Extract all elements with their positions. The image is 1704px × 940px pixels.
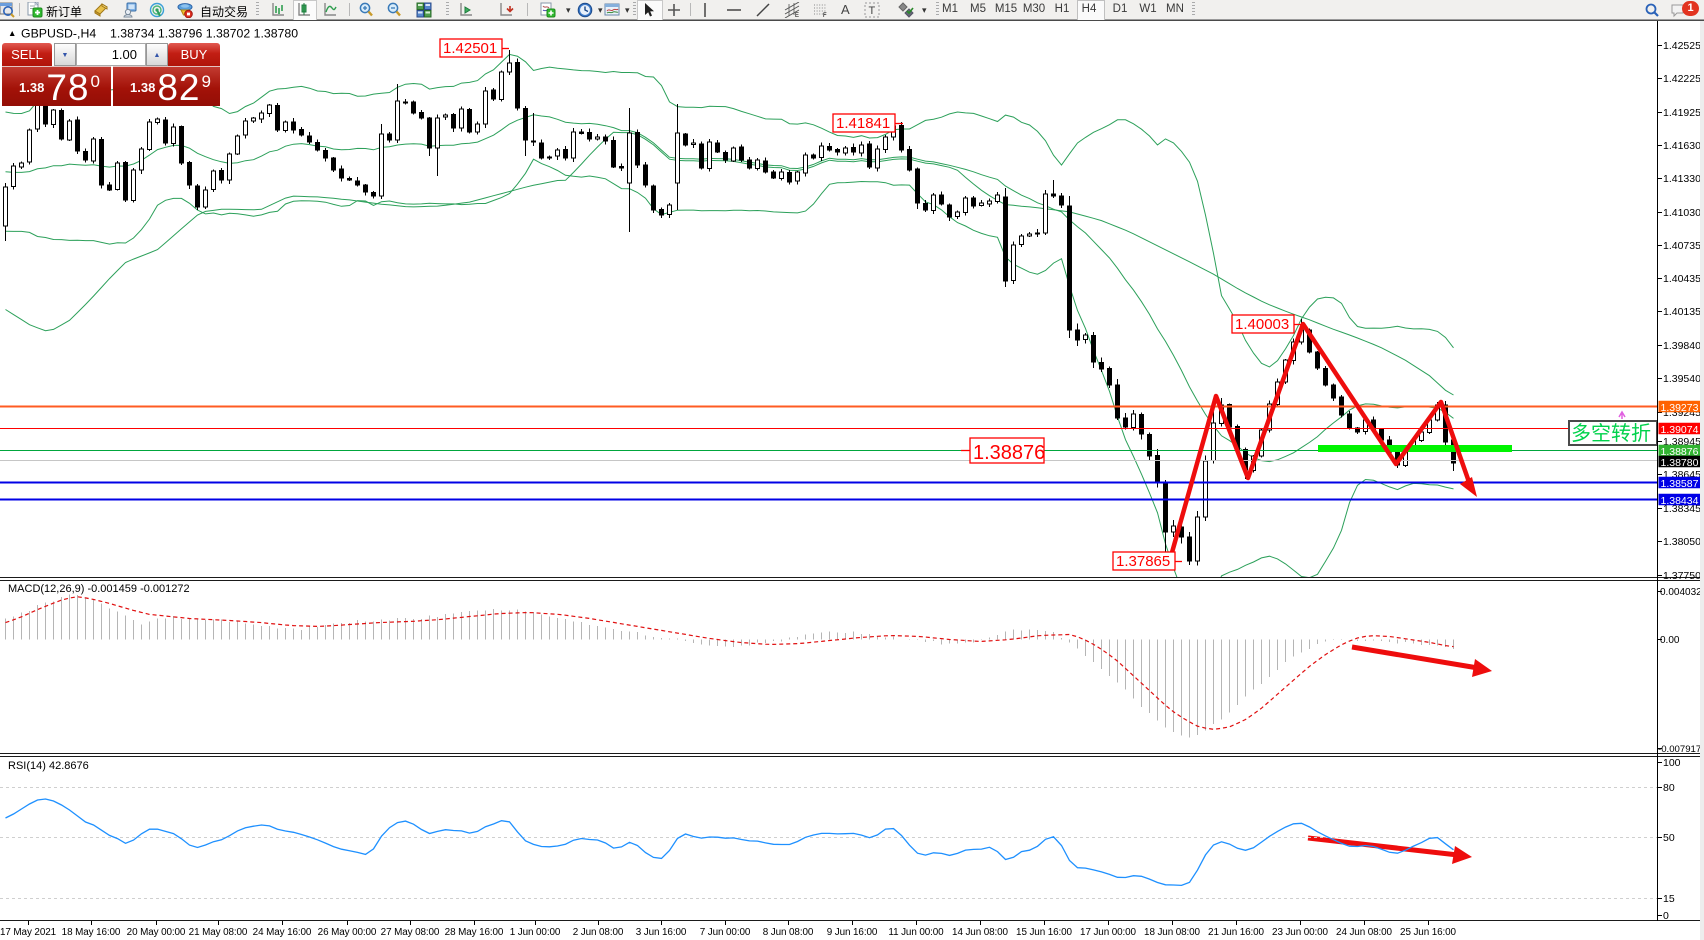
svg-text:1.40735: 1.40735 (1663, 240, 1701, 252)
svg-text:GBPUSD-,H4: GBPUSD-,H4 (21, 27, 96, 41)
svg-text:21 May 08:00: 21 May 08:00 (189, 927, 248, 938)
svg-text:1.39074: 1.39074 (1661, 424, 1699, 436)
svg-text:1.38780: 1.38780 (1661, 457, 1699, 469)
svg-text:1.38734 1.38796 1.38702 1.3878: 1.38734 1.38796 1.38702 1.38780 (110, 27, 298, 41)
svg-text:1.38434: 1.38434 (1661, 495, 1699, 507)
svg-text:28 May 16:00: 28 May 16:00 (445, 927, 504, 938)
svg-text:80: 80 (1663, 782, 1675, 794)
svg-text:E: E (795, 13, 799, 18)
svg-text:11 Jun 00:00: 11 Jun 00:00 (888, 927, 944, 938)
svg-text:18 Jun 08:00: 18 Jun 08:00 (1144, 927, 1201, 938)
svg-text:9 Jun 16:00: 9 Jun 16:00 (827, 927, 878, 938)
svg-text:1.41030: 1.41030 (1663, 207, 1701, 219)
svg-text:0.00: 0.00 (1660, 635, 1680, 646)
svg-text:27 May 08:00: 27 May 08:00 (381, 927, 440, 938)
svg-text:2 Jun 08:00: 2 Jun 08:00 (573, 927, 624, 938)
svg-text:25 Jun 16:00: 25 Jun 16:00 (1400, 927, 1457, 938)
svg-text:24 May 16:00: 24 May 16:00 (253, 927, 312, 938)
svg-text:F: F (823, 13, 827, 18)
svg-text:1.40135: 1.40135 (1663, 306, 1701, 318)
svg-text:MACD(12,26,9) -0.001459 -0.001: MACD(12,26,9) -0.001459 -0.001272 (8, 583, 190, 595)
svg-text:21 Jun 16:00: 21 Jun 16:00 (1208, 927, 1265, 938)
svg-text:14 Jun 08:00: 14 Jun 08:00 (952, 927, 1009, 938)
svg-text:20 May 00:00: 20 May 00:00 (127, 927, 186, 938)
svg-text:1.41330: 1.41330 (1663, 173, 1701, 185)
svg-text:1.38876: 1.38876 (973, 442, 1045, 464)
svg-text:24 Jun 08:00: 24 Jun 08:00 (1336, 927, 1393, 938)
svg-text:T: T (869, 5, 876, 17)
svg-text:多空转折: 多空转折 (1571, 422, 1651, 445)
svg-text:1.42525: 1.42525 (1663, 40, 1701, 52)
svg-text:1.39840: 1.39840 (1663, 340, 1701, 352)
svg-text:15: 15 (1663, 893, 1675, 905)
svg-text:1.41841: 1.41841 (836, 115, 890, 132)
svg-text:8 Jun 08:00: 8 Jun 08:00 (763, 927, 814, 938)
svg-text:▲: ▲ (8, 28, 16, 38)
svg-text:50: 50 (1663, 832, 1675, 844)
svg-text:0: 0 (1663, 910, 1669, 922)
svg-text:1.42225: 1.42225 (1663, 73, 1701, 85)
svg-text:1.40435: 1.40435 (1663, 273, 1701, 285)
svg-text:0.004032: 0.004032 (1660, 587, 1702, 598)
svg-text:17 Jun 00:00: 17 Jun 00:00 (1080, 927, 1137, 938)
svg-text:17 May 2021: 17 May 2021 (0, 927, 57, 938)
svg-text:1.38587: 1.38587 (1661, 478, 1699, 490)
svg-text:1 Jun 00:00: 1 Jun 00:00 (510, 927, 561, 938)
svg-text:1.37750: 1.37750 (1663, 570, 1701, 582)
svg-text:1.40003: 1.40003 (1235, 316, 1289, 333)
svg-text:23 Jun 00:00: 23 Jun 00:00 (1272, 927, 1329, 938)
svg-text:1.41925: 1.41925 (1663, 107, 1701, 119)
svg-text:1.37865: 1.37865 (1116, 553, 1170, 570)
svg-text:1.38876: 1.38876 (1661, 446, 1699, 458)
svg-text:1.38050: 1.38050 (1663, 536, 1701, 548)
svg-text:18 May 16:00: 18 May 16:00 (62, 927, 121, 938)
svg-text:26 May 00:00: 26 May 00:00 (318, 927, 377, 938)
svg-text:1.39540: 1.39540 (1663, 373, 1701, 385)
svg-text:1.41630: 1.41630 (1663, 140, 1701, 152)
svg-text:100: 100 (1663, 757, 1681, 769)
svg-text:RSI(14) 42.8676: RSI(14) 42.8676 (8, 760, 89, 772)
svg-text:1.42501: 1.42501 (443, 40, 497, 57)
svg-text:15 Jun 16:00: 15 Jun 16:00 (1016, 927, 1073, 938)
svg-text:1.38345: 1.38345 (1663, 503, 1701, 515)
svg-text:-0.007917: -0.007917 (1658, 744, 1701, 755)
svg-text:1.39273: 1.39273 (1661, 402, 1699, 414)
svg-text:7 Jun 00:00: 7 Jun 00:00 (700, 927, 751, 938)
svg-text:3 Jun 16:00: 3 Jun 16:00 (636, 927, 687, 938)
